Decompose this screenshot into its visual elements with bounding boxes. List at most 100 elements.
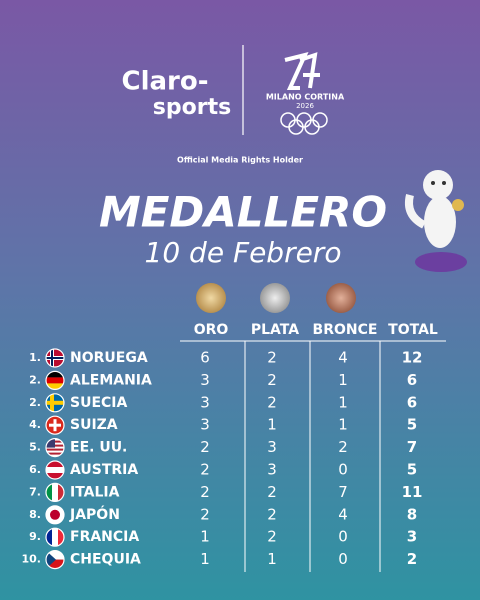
medal-count: 0 [338, 461, 348, 479]
column-header: TOTAL [388, 322, 438, 338]
medal-count: 3 [267, 461, 277, 479]
rank: 6. [29, 463, 41, 476]
country: CHEQUIA [70, 552, 141, 568]
flag-part [50, 509, 60, 520]
total-count: 8 [407, 505, 417, 523]
column-header: PLATA [251, 322, 299, 338]
event-logo [284, 52, 320, 90]
flag-body [46, 528, 64, 547]
total-count: 5 [407, 461, 417, 479]
flag-part [58, 528, 64, 547]
rank: 7. [29, 485, 41, 498]
total-count: 3 [407, 528, 417, 546]
flag [45, 505, 65, 525]
flag-ring [45, 527, 65, 547]
country: NORUEGA [70, 350, 148, 366]
flag-part [46, 467, 64, 473]
medal-count: 2 [267, 483, 277, 501]
flag-part [46, 461, 64, 467]
medal-count: 2 [267, 393, 277, 411]
medal-count: 2 [200, 505, 210, 523]
flag [45, 460, 65, 480]
rank: 4. [29, 418, 41, 431]
medal-count: 4 [338, 505, 348, 523]
medal-count: 7 [338, 483, 348, 501]
flag [45, 348, 65, 368]
flag-body [46, 550, 64, 569]
medal-count: 1 [338, 371, 348, 389]
medal-count: 2 [267, 528, 277, 546]
rank: 2. [29, 373, 41, 386]
flag-part [46, 400, 64, 405]
flag-body [46, 416, 64, 435]
flag-part [46, 528, 52, 547]
flag-part [51, 349, 53, 367]
flag-ring [45, 482, 65, 502]
event-name: MILANO CORTINA [266, 93, 345, 102]
brand-top: Claro- [121, 67, 208, 97]
mascot [405, 170, 467, 272]
flag-ring [45, 393, 65, 413]
title: MEDALLERO [99, 188, 387, 237]
flag-part [46, 452, 64, 455]
medal-count: 3 [267, 438, 277, 456]
brand-bottom: sports [153, 95, 231, 120]
rank: 1. [29, 351, 41, 364]
country: AUSTRIA [70, 462, 138, 478]
country: FRANCIA [70, 529, 139, 545]
flag-part [52, 483, 58, 502]
flag-part [46, 550, 56, 569]
medal-count: 3 [200, 371, 210, 389]
total-count: 6 [407, 393, 417, 411]
flag-part [46, 383, 64, 390]
subtitle: 10 de Febrero [145, 236, 342, 269]
flag [45, 527, 65, 547]
flag [45, 549, 65, 570]
flag [45, 370, 65, 390]
medal-count: 2 [267, 349, 277, 367]
medal-count: 0 [338, 528, 348, 546]
medal-count: 2 [200, 461, 210, 479]
medal-count: 1 [267, 550, 277, 568]
flag [45, 393, 65, 413]
flag-body [46, 461, 64, 479]
medal-count: 1 [338, 393, 348, 411]
rank: 5. [29, 441, 41, 454]
country: SUECIA [70, 395, 127, 411]
flag-ring [45, 370, 65, 390]
rank: 8. [29, 508, 41, 521]
flag-ring [45, 415, 65, 435]
rights-note: Official Media Rights Holder [177, 156, 303, 165]
rank: 2. [29, 396, 41, 409]
country: ALEMANIA [70, 372, 152, 388]
medal-count: 2 [200, 438, 210, 456]
flag-body [46, 483, 64, 502]
flag-part [46, 550, 64, 560]
flag [45, 438, 65, 458]
flag-body [46, 393, 64, 412]
medal-count: 1 [200, 528, 210, 546]
flag [45, 415, 65, 435]
flag-ring [45, 438, 65, 458]
country: SUIZA [70, 417, 118, 433]
flag-ring [45, 460, 65, 480]
medal-count: 0 [338, 550, 348, 568]
flag-part [46, 473, 64, 479]
total-count: 2 [407, 550, 417, 568]
olympic-rings [280, 112, 328, 135]
total-count: 5 [407, 416, 417, 434]
flag-part [46, 357, 64, 359]
total-count: 6 [407, 371, 417, 389]
country: EE. UU. [70, 440, 127, 456]
flag [45, 482, 65, 502]
medal-count: 2 [200, 483, 210, 501]
medal-count: 1 [338, 416, 348, 434]
total-count: 7 [407, 438, 417, 456]
column-header: BRONCE [313, 322, 378, 338]
flag-part [46, 377, 64, 384]
total-count: 12 [402, 349, 423, 367]
medal-count: 4 [338, 349, 348, 367]
flag-body [46, 505, 64, 524]
